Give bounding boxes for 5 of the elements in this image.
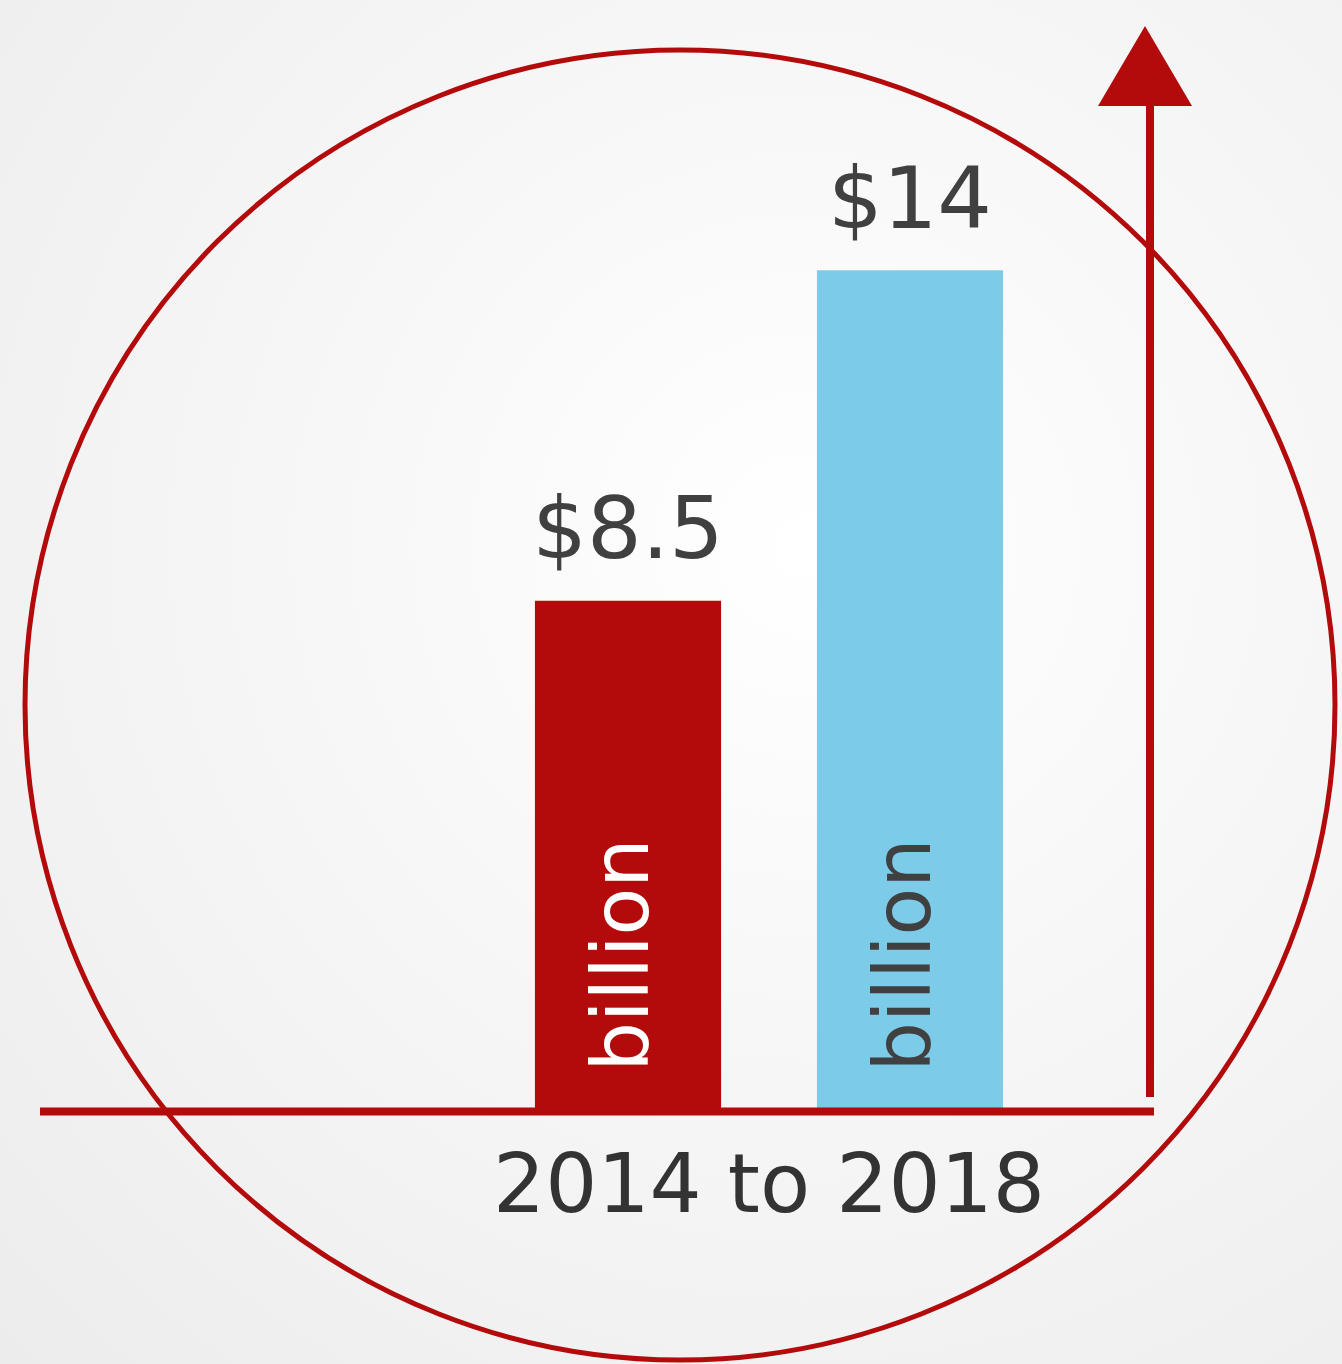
data-label: $14 [827,147,993,248]
data-label: $8.5 [532,478,724,579]
annotation: billion [858,838,949,1072]
x-axis-title: 2014 to 2018 [493,1136,1045,1232]
annotation: billion [576,838,667,1072]
